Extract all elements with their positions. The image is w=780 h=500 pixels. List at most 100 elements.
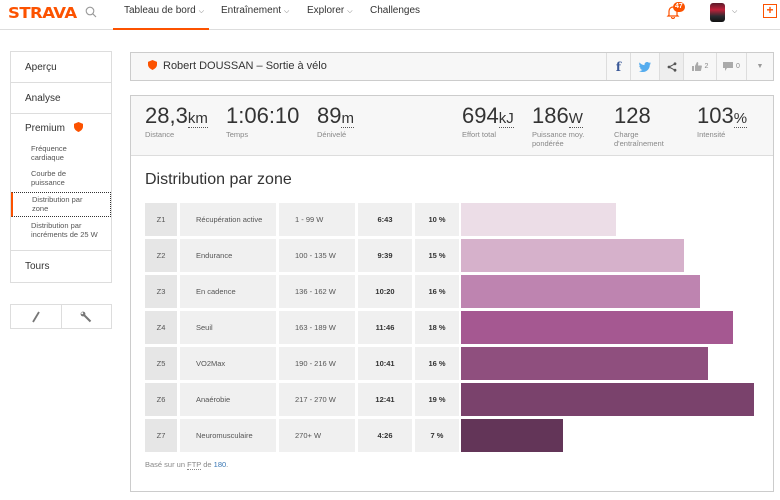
zone-percent: 18 % xyxy=(415,311,459,344)
activity-stats: 28,3km Distance 1:06:10 Temps 89m Dénive… xyxy=(131,96,773,156)
zone-range: 163 - 189 W xyxy=(279,311,355,344)
sidebar-item-tours[interactable]: Tours xyxy=(25,261,50,272)
zone-range: 136 - 162 W xyxy=(279,275,355,308)
sidebar-subitem-distribution-increments[interactable]: Distribution par incréments de 25 W xyxy=(31,221,98,239)
unit-m[interactable]: m xyxy=(341,110,354,128)
zone-range: 190 - 216 W xyxy=(279,347,355,380)
unit-km[interactable]: km xyxy=(187,110,208,128)
zone-range: 270+ W xyxy=(279,419,355,452)
zone-id: Z4 xyxy=(145,311,177,344)
zone-percent: 10 % xyxy=(415,203,459,236)
thumbs-up-icon xyxy=(691,62,702,71)
comments-button[interactable]: 0 xyxy=(716,53,746,80)
zone-percent: 16 % xyxy=(415,347,459,380)
premium-shield-icon xyxy=(73,122,83,132)
activity-actions: f 2 0 ▼ xyxy=(606,53,773,80)
twitter-share-button[interactable] xyxy=(630,53,659,80)
sidebar-subitem-frequence-cardiaque[interactable]: Fréquence cardiaque xyxy=(31,144,67,162)
zone-name: Récupération active xyxy=(180,203,276,236)
zone-bar xyxy=(461,239,684,272)
zone-time: 12:41 xyxy=(358,383,412,416)
sidebar-tools xyxy=(10,304,112,329)
kudos-count: 2 xyxy=(704,63,709,70)
ftp-abbr[interactable]: FTP xyxy=(187,460,202,470)
zone-bar xyxy=(461,419,563,452)
zone-id: Z3 xyxy=(145,275,177,308)
unit-percent[interactable]: % xyxy=(733,110,748,128)
zone-id: Z1 xyxy=(145,203,177,236)
unit-kj[interactable]: kJ xyxy=(498,110,514,128)
facebook-share-button[interactable]: f xyxy=(606,53,630,80)
nav-challenges[interactable]: Challenges xyxy=(370,5,421,16)
zone-time: 4:26 xyxy=(358,419,412,452)
stat-puissance-ponderee: 186W Puissance moy. pondérée xyxy=(532,103,585,149)
stat-effort-total: 694kJ Effort total xyxy=(462,103,514,139)
zone-range: 100 - 135 W xyxy=(279,239,355,272)
sidebar-item-apercu[interactable]: Aperçu xyxy=(11,52,111,83)
strava-logo[interactable]: STRAVA xyxy=(8,4,77,22)
zone-id: Z5 xyxy=(145,347,177,380)
premium-submenu: Fréquence cardiaque Courbe de puissance … xyxy=(11,142,111,251)
ftp-value-link[interactable]: 180 xyxy=(213,460,227,469)
sidebar-item-premium[interactable]: Premium xyxy=(11,114,111,142)
wrench-icon xyxy=(80,311,92,322)
more-actions-button[interactable]: ▼ xyxy=(746,53,773,80)
zone-name: Seuil xyxy=(180,311,276,344)
zone-id: Z7 xyxy=(145,419,177,452)
zone-name: VO2Max xyxy=(180,347,276,380)
zone-bar xyxy=(461,383,754,416)
stat-intensite: 103% Intensité xyxy=(697,103,748,139)
share-icon xyxy=(667,61,676,72)
zone-name: Endurance xyxy=(180,239,276,272)
zone-time: 10:20 xyxy=(358,275,412,308)
kudos-button[interactable]: 2 xyxy=(683,53,716,80)
zone-bar xyxy=(461,203,616,236)
unit-w[interactable]: W xyxy=(568,110,583,128)
chevron-down-icon[interactable]: ⌵ xyxy=(732,8,738,15)
zone-id: Z2 xyxy=(145,239,177,272)
zone-bar xyxy=(461,347,708,380)
zone-percent: 15 % xyxy=(415,239,459,272)
sidebar-subitem-distribution-zone[interactable]: Distribution par zone xyxy=(11,192,111,217)
stat-charge-entrainement: 128 Charge d'entraînement xyxy=(614,103,664,149)
zone-range: 217 - 270 W xyxy=(279,383,355,416)
share-button[interactable] xyxy=(659,53,683,80)
zone-time: 6:43 xyxy=(358,203,412,236)
sidebar-subitem-courbe-puissance[interactable]: Courbe de puissance xyxy=(31,169,67,187)
chevron-down-icon: ⌵ xyxy=(198,8,205,15)
chevron-down-icon: ⌵ xyxy=(284,8,290,15)
zone-percent: 16 % xyxy=(415,275,459,308)
zone-id: Z6 xyxy=(145,383,177,416)
comment-icon xyxy=(723,62,734,71)
zone-percent: 19 % xyxy=(415,383,459,416)
wrench-button[interactable] xyxy=(60,305,112,328)
edit-button[interactable] xyxy=(11,305,61,328)
nav-tableau-de-bord[interactable]: Tableau de bord ⌵ xyxy=(124,5,205,16)
edit-icon xyxy=(31,311,40,322)
stat-denivele: 89m Dénivelé xyxy=(317,103,354,139)
notification-badge: 47 xyxy=(673,2,685,12)
premium-shield-icon xyxy=(148,60,157,70)
stat-temps: 1:06:10 Temps xyxy=(226,103,300,140)
sidebar-item-analyse[interactable]: Analyse xyxy=(11,83,111,114)
section-title: Distribution par zone xyxy=(145,171,292,188)
zone-time: 9:39 xyxy=(358,239,412,272)
nav-entrainement[interactable]: Entraînement ⌵ xyxy=(221,5,290,16)
add-button[interactable]: + xyxy=(763,4,777,18)
zone-name: En cadence xyxy=(180,275,276,308)
zone-time: 10:41 xyxy=(358,347,412,380)
nav-explorer[interactable]: Explorer ⌵ xyxy=(307,5,353,16)
ftp-footnote: Basé sur un FTP de 180. xyxy=(145,460,229,470)
sidebar: Aperçu Analyse Premium Fréquence cardiaq… xyxy=(10,51,112,283)
zone-name: Anaérobie xyxy=(180,383,276,416)
caret-down-icon: ▼ xyxy=(756,63,764,70)
activity-header: Robert DOUSSAN – Sortie à vélo f 2 0 ▼ xyxy=(130,52,774,81)
user-avatar[interactable] xyxy=(710,3,725,22)
zone-bar xyxy=(461,275,700,308)
active-nav-indicator xyxy=(113,28,209,30)
twitter-icon xyxy=(639,61,651,72)
search-icon[interactable] xyxy=(85,6,97,18)
zone-range: 1 - 99 W xyxy=(279,203,355,236)
stat-distance: 28,3km Distance xyxy=(145,103,208,139)
zone-percent: 7 % xyxy=(415,419,459,452)
